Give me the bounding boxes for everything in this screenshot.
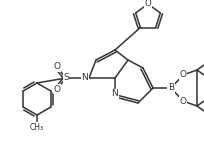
Text: B: B xyxy=(167,84,173,92)
Text: N: N xyxy=(81,73,88,83)
Text: O: O xyxy=(179,96,186,106)
Text: N: N xyxy=(111,90,118,98)
Text: S: S xyxy=(63,73,69,83)
Text: O: O xyxy=(53,62,60,72)
Text: O: O xyxy=(144,0,151,8)
Text: O: O xyxy=(53,85,60,93)
Text: CH₃: CH₃ xyxy=(30,123,44,131)
Text: O: O xyxy=(179,71,186,79)
